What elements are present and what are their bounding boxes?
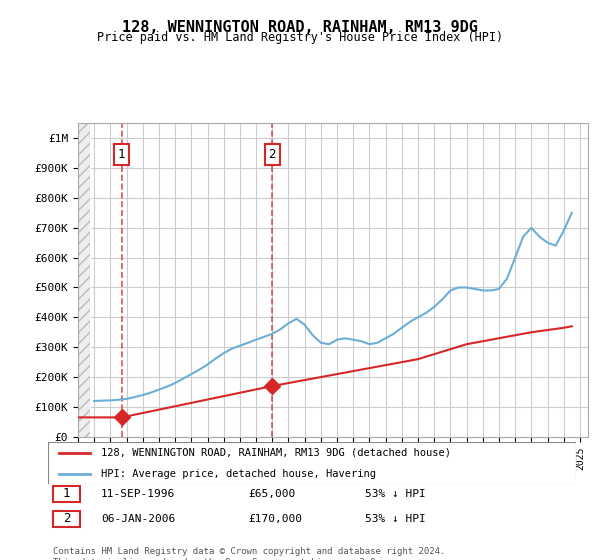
FancyBboxPatch shape xyxy=(53,486,80,502)
Text: 1: 1 xyxy=(118,148,125,161)
FancyBboxPatch shape xyxy=(48,442,576,484)
Text: 2: 2 xyxy=(63,512,70,525)
Text: 128, WENNINGTON ROAD, RAINHAM, RM13 9DG (detached house): 128, WENNINGTON ROAD, RAINHAM, RM13 9DG … xyxy=(101,448,451,458)
Text: HPI: Average price, detached house, Havering: HPI: Average price, detached house, Have… xyxy=(101,469,376,479)
Text: 53% ↓ HPI: 53% ↓ HPI xyxy=(365,514,425,524)
Text: £65,000: £65,000 xyxy=(248,489,296,499)
Text: 06-JAN-2006: 06-JAN-2006 xyxy=(101,514,175,524)
Text: 1: 1 xyxy=(63,487,70,501)
Text: 11-SEP-1996: 11-SEP-1996 xyxy=(101,489,175,499)
Text: Contains HM Land Registry data © Crown copyright and database right 2024.
This d: Contains HM Land Registry data © Crown c… xyxy=(53,547,446,560)
Text: 2: 2 xyxy=(269,148,276,161)
Text: 128, WENNINGTON ROAD, RAINHAM, RM13 9DG: 128, WENNINGTON ROAD, RAINHAM, RM13 9DG xyxy=(122,20,478,35)
Text: £170,000: £170,000 xyxy=(248,514,302,524)
Text: Price paid vs. HM Land Registry's House Price Index (HPI): Price paid vs. HM Land Registry's House … xyxy=(97,31,503,44)
FancyBboxPatch shape xyxy=(53,511,80,527)
Text: 53% ↓ HPI: 53% ↓ HPI xyxy=(365,489,425,499)
